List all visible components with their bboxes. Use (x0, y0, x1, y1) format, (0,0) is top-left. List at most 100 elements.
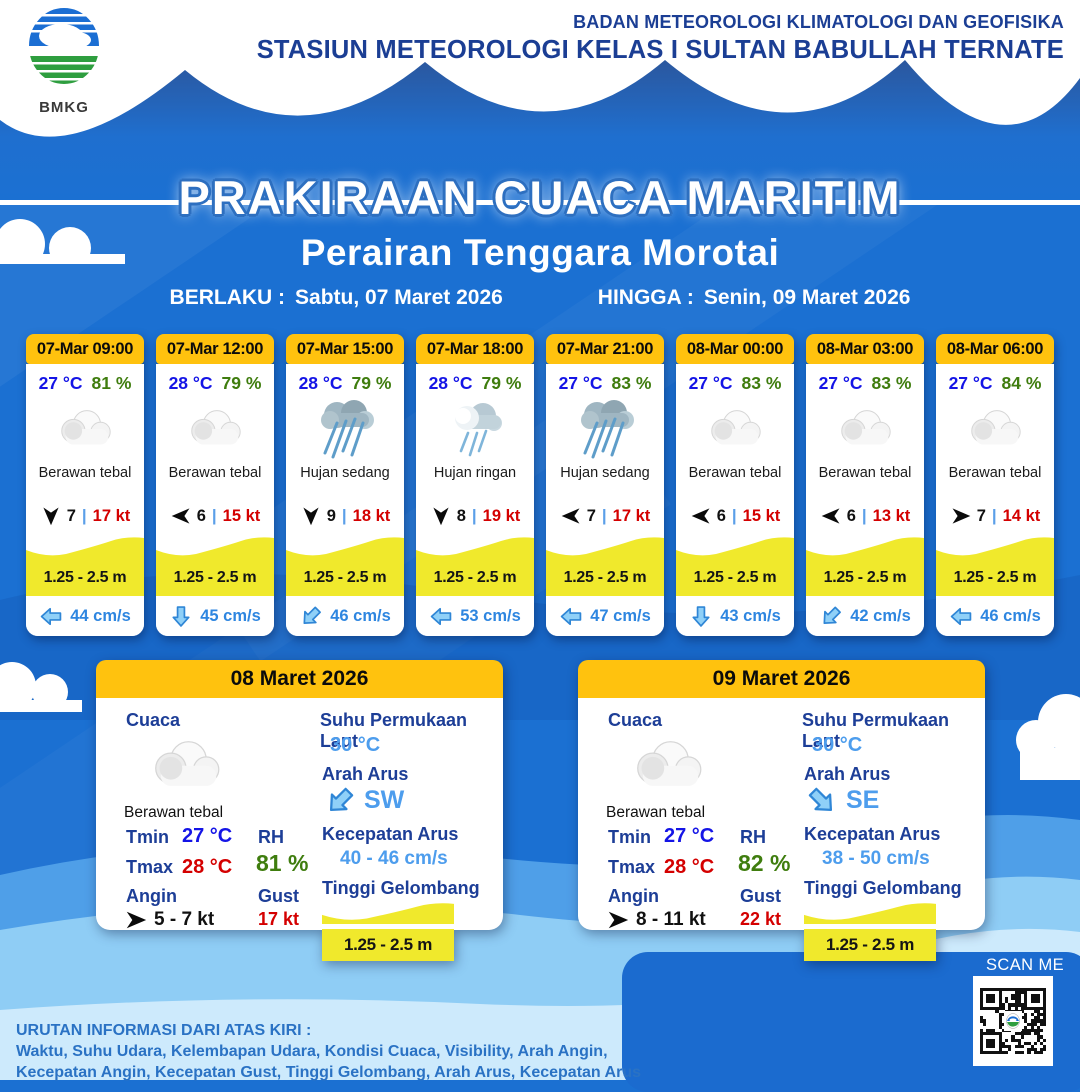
wind-row: 6 | 15 kt (156, 502, 274, 530)
wave-height: 1.25 - 2.5 m (546, 560, 664, 596)
humidity: 79 % (221, 373, 262, 393)
weather-icon (806, 395, 924, 465)
current-speed-label: Kecepatan Arus (322, 824, 459, 844)
wind-separator: | (81, 506, 87, 525)
wave-height: 1.25 - 2.5 m (26, 560, 144, 596)
wind-row: 8 | 19 kt (416, 502, 534, 530)
current-row: 43 cm/s (676, 596, 794, 636)
wind-direction-icon (952, 508, 971, 524)
current-speed: 42 cm/s (850, 606, 911, 625)
wind-separator: | (471, 506, 477, 525)
wind-row: 7 | 17 kt (26, 502, 144, 530)
humidity: 81 % (91, 373, 132, 393)
page-title: PRAKIRAAN CUACA MARITIM (178, 171, 902, 224)
weather-icon (416, 395, 534, 465)
current-direction: SE (806, 786, 879, 815)
wind-speed: 7 (66, 506, 76, 525)
tmax-value: 28 °C (182, 856, 233, 878)
weather-icon (936, 395, 1054, 465)
current-direction: SW (324, 786, 404, 815)
humidity: 83 % (741, 373, 782, 393)
forecast-card: 07-Mar 12:00 28 °C 79 % (156, 334, 274, 636)
temp-humidity-row: 28 °C 79 % (286, 373, 404, 395)
weather-icon (676, 395, 794, 465)
sst-value: 30 °C (812, 734, 863, 756)
wave-height: 1.25 - 2.5 m (676, 560, 794, 596)
wave-height: 1.25 - 2.5 m (936, 560, 1054, 596)
air-temperature: 27 °C (948, 373, 993, 393)
wind-speed: 8 - 11 kt (636, 909, 706, 930)
current-speed-value: 40 - 46 cm/s (340, 848, 448, 869)
forecast-row: 07-Mar 09:00 27 °C 81 % (0, 334, 1080, 636)
wind-speed: 8 (456, 506, 466, 525)
current-direction-icon (172, 605, 190, 627)
current-row: 42 cm/s (806, 596, 924, 636)
cuaca-label: Cuaca (608, 710, 663, 730)
gust-speed: 15 kt (742, 506, 781, 525)
wind-speed: 6 (196, 506, 206, 525)
current-direction-label: Arah Arus (322, 764, 409, 784)
current-row: 44 cm/s (26, 596, 144, 636)
validity-to: HINGGA : Senin, 09 Maret 2026 (598, 286, 911, 310)
current-direction-label: Arah Arus (804, 764, 891, 784)
wind-separator: | (731, 506, 737, 525)
humidity: 79 % (481, 373, 522, 393)
wave-crest-shape (676, 537, 794, 560)
forecast-card: 07-Mar 15:00 28 °C 79 % (286, 334, 404, 636)
wind-direction-icon (608, 911, 629, 929)
gust-speed: 19 kt (482, 506, 521, 525)
wave-height-value: 1.25 - 2.5 m (322, 929, 454, 961)
weather-condition: Berawan tebal (124, 804, 224, 821)
weather-icon (155, 741, 220, 786)
angin-label: Angin (126, 886, 177, 906)
wave-height-box: 1.25 - 2.5 m (804, 902, 936, 961)
wind-speed: 7 (976, 506, 986, 525)
humidity: 83 % (611, 373, 652, 393)
weather-icon (156, 395, 274, 465)
wind-direction-icon (561, 508, 580, 524)
current-direction-icon (950, 607, 972, 625)
gust-speed: 17 kt (612, 506, 651, 525)
forecast-card: 07-Mar 09:00 27 °C 81 % (26, 334, 144, 636)
sst-label: Suhu Permukaan Laut (320, 710, 468, 751)
current-speed: 53 cm/s (460, 606, 521, 625)
weather-icon (286, 395, 404, 465)
wind-row: 7 | 14 kt (936, 502, 1054, 530)
bmkg-logo-text: BMKG (39, 99, 89, 116)
forecast-time: 07-Mar 12:00 (156, 334, 274, 364)
bmkg-logo: BMKG (18, 6, 110, 116)
wind-row: 6 | 15 kt (676, 502, 794, 530)
sst-value: 30 °C (330, 734, 381, 756)
gust-value: 22 kt (740, 909, 782, 929)
weather-condition: Berawan tebal (948, 465, 1042, 481)
cloud-decoration-left-2 (0, 662, 82, 712)
air-temperature: 27 °C (688, 373, 733, 393)
wind-separator: | (341, 506, 347, 525)
weather-icon (546, 395, 664, 465)
wind-speed: 5 - 7 kt (154, 909, 215, 930)
bmkg-mini-logo-icon (1006, 1013, 1020, 1029)
temp-humidity-row: 27 °C 84 % (936, 373, 1054, 395)
temp-humidity-row: 28 °C 79 % (156, 373, 274, 395)
forecast-card: 07-Mar 21:00 27 °C 83 % (546, 334, 664, 636)
scan-me-label: SCAN ME (986, 956, 1064, 974)
qr-center-logo (1004, 1011, 1022, 1031)
wave-crest-shape (546, 537, 664, 560)
temp-humidity-row: 27 °C 83 % (806, 373, 924, 395)
wind-direction-icon (126, 911, 147, 929)
wind-direction-icon (303, 507, 319, 526)
forecast-card: 08-Mar 06:00 27 °C 84 % (936, 334, 1054, 636)
wave-crest-shape (416, 537, 534, 560)
wave-height-value: 1.25 - 2.5 m (804, 929, 936, 961)
gust-value: 17 kt (258, 909, 300, 929)
cuaca-label: Cuaca (126, 710, 181, 730)
current-speed: 43 cm/s (720, 606, 781, 625)
agency-line1: BADAN METEOROLOGI KLIMATOLOGI DAN GEOFIS… (573, 12, 1064, 32)
tmin-label: Tmin (126, 827, 169, 847)
wind-direction-icon (433, 507, 449, 526)
forecast-time: 07-Mar 09:00 (26, 334, 144, 364)
wind-direction-icon (171, 508, 190, 524)
wave-crest-shape (322, 903, 454, 924)
humidity: 83 % (871, 373, 912, 393)
air-temperature: 28 °C (428, 373, 473, 393)
